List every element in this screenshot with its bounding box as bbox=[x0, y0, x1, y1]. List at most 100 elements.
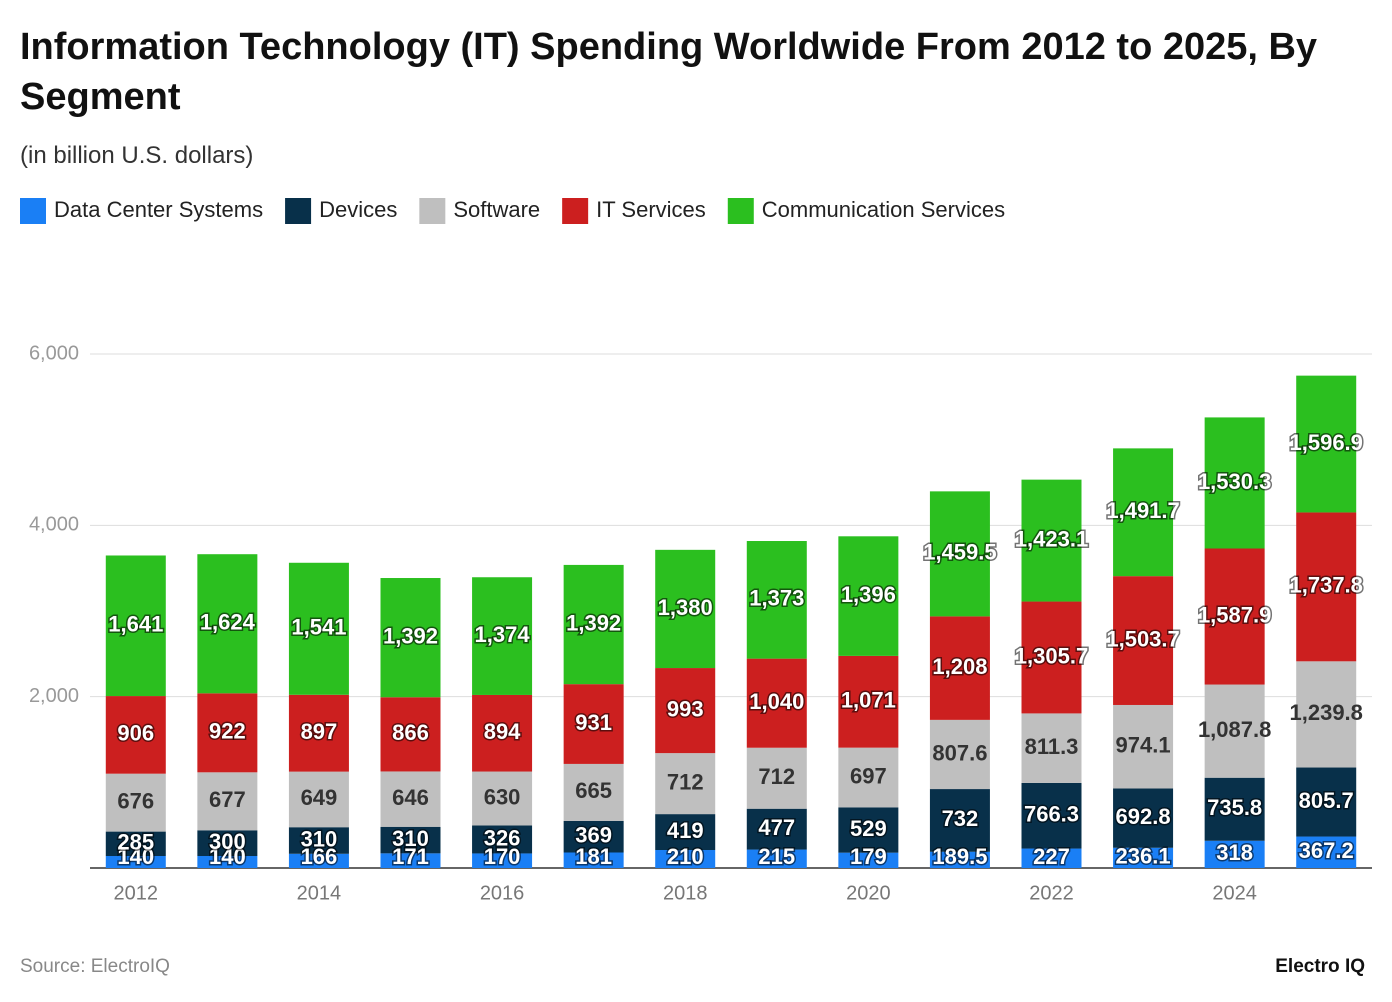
value-label: 367.2 bbox=[1299, 838, 1354, 863]
bar-segment bbox=[105, 831, 166, 857]
bar-segment bbox=[838, 536, 899, 656]
value-label: 665 bbox=[575, 778, 612, 803]
value-label: 630 bbox=[484, 784, 521, 809]
bar-segment bbox=[105, 696, 166, 774]
legend-swatch bbox=[727, 198, 754, 224]
bar-segment bbox=[1021, 848, 1082, 868]
value-label: 1,624 bbox=[200, 610, 256, 635]
bar-segment bbox=[838, 852, 899, 868]
bar-segment bbox=[472, 853, 533, 868]
value-label: 215 bbox=[758, 844, 795, 869]
x-tick-label: 2020 bbox=[846, 882, 891, 904]
value-label: 993 bbox=[667, 696, 704, 721]
value-label: 1,087.8 bbox=[1198, 717, 1271, 742]
bar-segment bbox=[1021, 479, 1082, 602]
legend-label: Devices bbox=[319, 197, 397, 222]
bar-segment bbox=[929, 851, 990, 868]
value-label: 1,459.5 bbox=[923, 540, 996, 565]
bar-segment bbox=[380, 771, 441, 827]
bar-segment bbox=[288, 853, 349, 868]
value-label: 181 bbox=[575, 844, 612, 869]
value-label: 1,396 bbox=[841, 582, 896, 607]
bar-segment bbox=[746, 808, 807, 850]
bar-segment bbox=[380, 697, 441, 772]
y-tick-label: 6,000 bbox=[29, 342, 79, 364]
value-label: 369 bbox=[575, 823, 612, 848]
value-label: 646 bbox=[392, 785, 429, 810]
bar-segment bbox=[1296, 767, 1357, 837]
value-label: 807.6 bbox=[932, 740, 987, 765]
value-label: 1,374 bbox=[475, 622, 531, 647]
bar-segment bbox=[838, 655, 899, 748]
bar-segment bbox=[1021, 782, 1082, 849]
bar-segment bbox=[1113, 847, 1174, 868]
legend-label: IT Services bbox=[596, 197, 706, 222]
bar-segment bbox=[1296, 512, 1357, 662]
bar-segment bbox=[288, 827, 349, 854]
value-label: 1,737.8 bbox=[1290, 573, 1363, 598]
brand: Electro IQ bbox=[1275, 956, 1365, 977]
value-label: 326 bbox=[484, 825, 521, 850]
value-label: 170 bbox=[484, 844, 521, 869]
value-label: 166 bbox=[301, 844, 338, 869]
bar-segment bbox=[472, 577, 533, 695]
value-label: 974.1 bbox=[1116, 733, 1171, 758]
bar-segment bbox=[929, 616, 990, 720]
value-label: 140 bbox=[117, 844, 154, 869]
value-label: 1,392 bbox=[566, 610, 621, 635]
y-tick-label: 2,000 bbox=[29, 685, 79, 707]
bar-segment bbox=[655, 668, 716, 754]
bar-segment bbox=[929, 789, 990, 852]
value-label: 811.3 bbox=[1025, 734, 1079, 759]
value-label: 1,305.7 bbox=[1015, 643, 1088, 668]
legend-label: Communication Services bbox=[762, 197, 1005, 222]
value-label: 931 bbox=[575, 710, 612, 735]
bar-segment bbox=[929, 491, 990, 617]
bar-segment bbox=[1296, 661, 1357, 768]
source: Source: ElectroIQ bbox=[20, 956, 170, 977]
value-label: 1,071 bbox=[841, 688, 896, 713]
bar-segment bbox=[197, 554, 258, 694]
bar-segment bbox=[746, 747, 807, 809]
bar-segment bbox=[105, 555, 166, 697]
value-label: 1,392 bbox=[383, 623, 438, 648]
x-tick-label: 2018 bbox=[663, 882, 708, 904]
bar-segment bbox=[746, 849, 807, 868]
value-label: 922 bbox=[209, 719, 246, 744]
value-label: 300 bbox=[209, 829, 246, 854]
value-label: 649 bbox=[301, 785, 338, 810]
bar-segment bbox=[929, 719, 990, 790]
value-label: 894 bbox=[484, 719, 521, 744]
bar-segment bbox=[197, 856, 258, 868]
bar-segment bbox=[472, 771, 533, 826]
value-label: 1,530.3 bbox=[1198, 469, 1271, 494]
bar-segment bbox=[380, 826, 441, 854]
value-label: 419 bbox=[667, 818, 704, 843]
value-label: 677 bbox=[209, 787, 246, 812]
value-label: 1,373 bbox=[749, 586, 804, 611]
bar-segment bbox=[380, 578, 441, 698]
value-label: 1,641 bbox=[108, 612, 163, 637]
value-label: 1,040 bbox=[749, 689, 804, 714]
bar-segment bbox=[563, 763, 624, 821]
x-tick-label: 2012 bbox=[114, 882, 159, 904]
value-label: 1,239.8 bbox=[1290, 700, 1363, 725]
bar-segment bbox=[197, 772, 258, 831]
value-label: 285 bbox=[117, 830, 154, 855]
bar-segment bbox=[105, 773, 166, 832]
value-label: 906 bbox=[117, 721, 154, 746]
legend-swatch bbox=[20, 198, 46, 224]
bar-segment bbox=[288, 562, 349, 695]
value-label: 676 bbox=[117, 788, 154, 813]
value-label: 735.8 bbox=[1207, 795, 1262, 820]
value-label: 227 bbox=[1033, 844, 1070, 869]
bar-segment bbox=[1204, 777, 1265, 841]
bar-segment bbox=[563, 564, 624, 685]
legend-swatch bbox=[285, 198, 312, 224]
value-label: 697 bbox=[850, 763, 887, 788]
bar-segment bbox=[746, 541, 807, 659]
bar-segment bbox=[1204, 840, 1265, 868]
value-label: 692.8 bbox=[1116, 804, 1171, 829]
chart-title: Information Technology (IT) Spending Wor… bbox=[20, 26, 1318, 118]
